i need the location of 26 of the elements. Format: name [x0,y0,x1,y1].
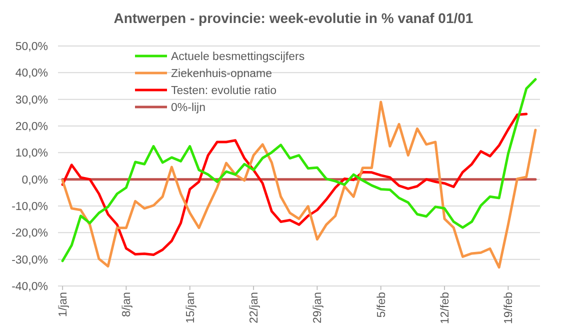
x-tick-label: 15/jan [184,292,197,324]
y-tick-label: 50,0% [15,41,48,54]
y-tick-label: 30,0% [15,94,48,106]
legend-label: 0%-lijn [171,102,206,114]
x-tick-label: 19/feb [503,292,516,324]
y-tick-label: -30,0% [12,254,48,266]
legend-label: Testen: evolutie ratio [171,85,276,98]
y-tick-label: -10,0% [12,201,48,214]
x-tick-label: 8/jan [121,292,134,317]
line-series [61,112,528,256]
y-tick-label: 20,0% [15,121,48,134]
y-tick-label: 40,0% [15,68,48,80]
y-tick-label: -20,0% [12,228,48,240]
x-tick-label: 5/feb [376,292,388,318]
legend-label: Actuele besmettingscijfers [171,51,305,64]
x-tick-label: 29/jan [312,292,324,324]
y-tick-label: -40,0% [12,281,48,294]
y-tick-label: 0,0% [22,174,48,186]
legend-label: Ziekenhuis-opname [171,68,272,80]
line-series [61,100,537,269]
x-tick-label: 1/jan [58,292,70,317]
line-series [61,78,537,262]
y-tick-label: 10,0% [15,148,48,160]
x-tick-label: 22/jan [248,292,261,324]
chart-title: Antwerpen - provincie: week-evolutie in % vanaf 01/01 [114,10,474,26]
x-tick-label: 12/feb [440,292,452,324]
